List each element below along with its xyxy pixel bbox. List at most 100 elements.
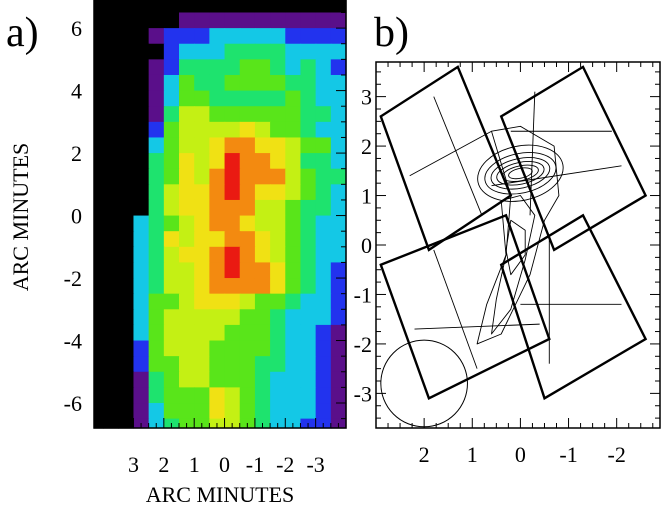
x-tick-label: 1: [189, 452, 200, 477]
y-tick-label: 2: [361, 134, 372, 159]
heatmap-cell: [163, 231, 180, 248]
heatmap-cell: [133, 12, 150, 29]
heatmap-cell: [239, 262, 256, 279]
heatmap-cell: [133, 246, 150, 264]
heatmap-cell: [254, 184, 271, 201]
heatmap-cell: [285, 324, 302, 342]
heatmap-cell: [239, 215, 256, 232]
heatmap-cell: [118, 28, 135, 45]
x-tick-label: -1: [559, 442, 577, 467]
heatmap-cell: [285, 0, 302, 14]
y-tick-label: -6: [64, 391, 82, 416]
heatmap-cell: [300, 231, 317, 248]
heatmap-cell: [103, 231, 119, 248]
heatmap-cell: [300, 153, 317, 170]
heatmap-cell: [118, 90, 135, 107]
heatmap-cell: [254, 278, 271, 295]
heatmap-cell: [103, 340, 119, 357]
heatmap-cell: [224, 356, 241, 373]
heatmap-cell: [300, 74, 317, 92]
heatmap-cell: [194, 262, 210, 279]
heatmap-cell: [300, 356, 317, 373]
heatmap-cell: [285, 43, 302, 60]
heatmap-cell: [300, 106, 317, 123]
heatmap-cell: [118, 184, 135, 201]
heatmap-cell: [163, 387, 180, 404]
heatmap-cell: [270, 340, 286, 357]
heatmap-cell: [194, 199, 210, 217]
heatmap-cell: [330, 184, 347, 201]
heatmap-cell: [330, 153, 347, 170]
heatmap-cell: [179, 278, 195, 295]
heatmap-cell: [300, 28, 317, 45]
heatmap-cell: [94, 387, 104, 404]
panel-a-label: a): [6, 10, 39, 56]
heatmap-cell: [94, 356, 104, 373]
panel-b-y-ticks: 3 2 1 0 -1 -2 -3: [354, 71, 660, 419]
heatmap-cell: [270, 106, 286, 123]
heatmap-cell: [239, 340, 256, 357]
x-tick-label: 0: [515, 442, 526, 467]
heatmap-cell: [103, 403, 119, 420]
heatmap-cell: [179, 403, 195, 420]
heatmap-cell: [148, 262, 165, 279]
heatmap-cell: [285, 90, 302, 107]
heatmap-cell: [194, 90, 210, 107]
heatmap-cell: [94, 0, 104, 14]
heatmap-cell: [209, 246, 226, 264]
y-tick-label: -2: [64, 266, 82, 291]
heatmap-cell: [224, 184, 241, 201]
y-tick-label: 0: [361, 233, 372, 258]
heatmap-cell: [224, 309, 241, 326]
heatmap-cell: [133, 371, 150, 388]
heatmap-cell: [194, 324, 210, 342]
heatmap-cell: [194, 12, 210, 29]
heatmap-cell: [133, 74, 150, 92]
footprint-grid-line: [409, 130, 492, 177]
heatmap-cell: [330, 12, 347, 29]
heatmap-cell: [148, 356, 165, 373]
heatmap-cell: [194, 28, 210, 45]
heatmap-cell: [118, 293, 135, 310]
heatmap-cell: [194, 43, 210, 60]
heatmap-cell: [330, 293, 347, 310]
heatmap-cell: [330, 246, 347, 264]
heatmap-cell: [315, 137, 332, 154]
heatmap-cell: [179, 356, 195, 373]
contour-line: [505, 219, 526, 276]
heatmap-cell: [194, 387, 210, 404]
heatmap-cell: [179, 12, 195, 29]
heatmap-cell: [133, 153, 150, 170]
heatmap-cell: [300, 43, 317, 60]
heatmap-cell: [194, 293, 210, 310]
heatmap-cell: [148, 28, 165, 45]
heatmap-cell: [254, 371, 271, 388]
heatmap-cell: [179, 43, 195, 60]
heatmap-cell: [270, 403, 286, 420]
heatmap-cell: [254, 59, 271, 76]
heatmap-cell: [194, 0, 210, 14]
heatmap-cell: [103, 153, 119, 170]
heatmap-cell: [224, 43, 241, 60]
heatmap-cell: [103, 309, 119, 326]
heatmap-cell: [270, 199, 286, 217]
heatmap-cell: [254, 199, 271, 217]
heatmap-cell: [285, 278, 302, 295]
heatmap-cell: [118, 403, 135, 420]
contour-line: [508, 167, 533, 180]
footprint-grid-line: [433, 96, 483, 216]
heatmap-cell: [133, 278, 150, 295]
heatmap-cell: [163, 59, 180, 76]
heatmap-cell: [300, 262, 317, 279]
heatmap-cell: [194, 309, 210, 326]
heatmap-cell: [285, 106, 302, 123]
heatmap-cell: [103, 371, 119, 388]
heatmap-cell: [239, 106, 256, 123]
heatmap-cell: [300, 324, 317, 342]
heatmap-cell: [300, 309, 317, 326]
heatmap-cell: [315, 231, 332, 248]
heatmap-cell: [103, 106, 119, 123]
heatmap-cell: [103, 278, 119, 295]
panel-a-x-axis-label: ARC MINUTES: [146, 482, 295, 507]
